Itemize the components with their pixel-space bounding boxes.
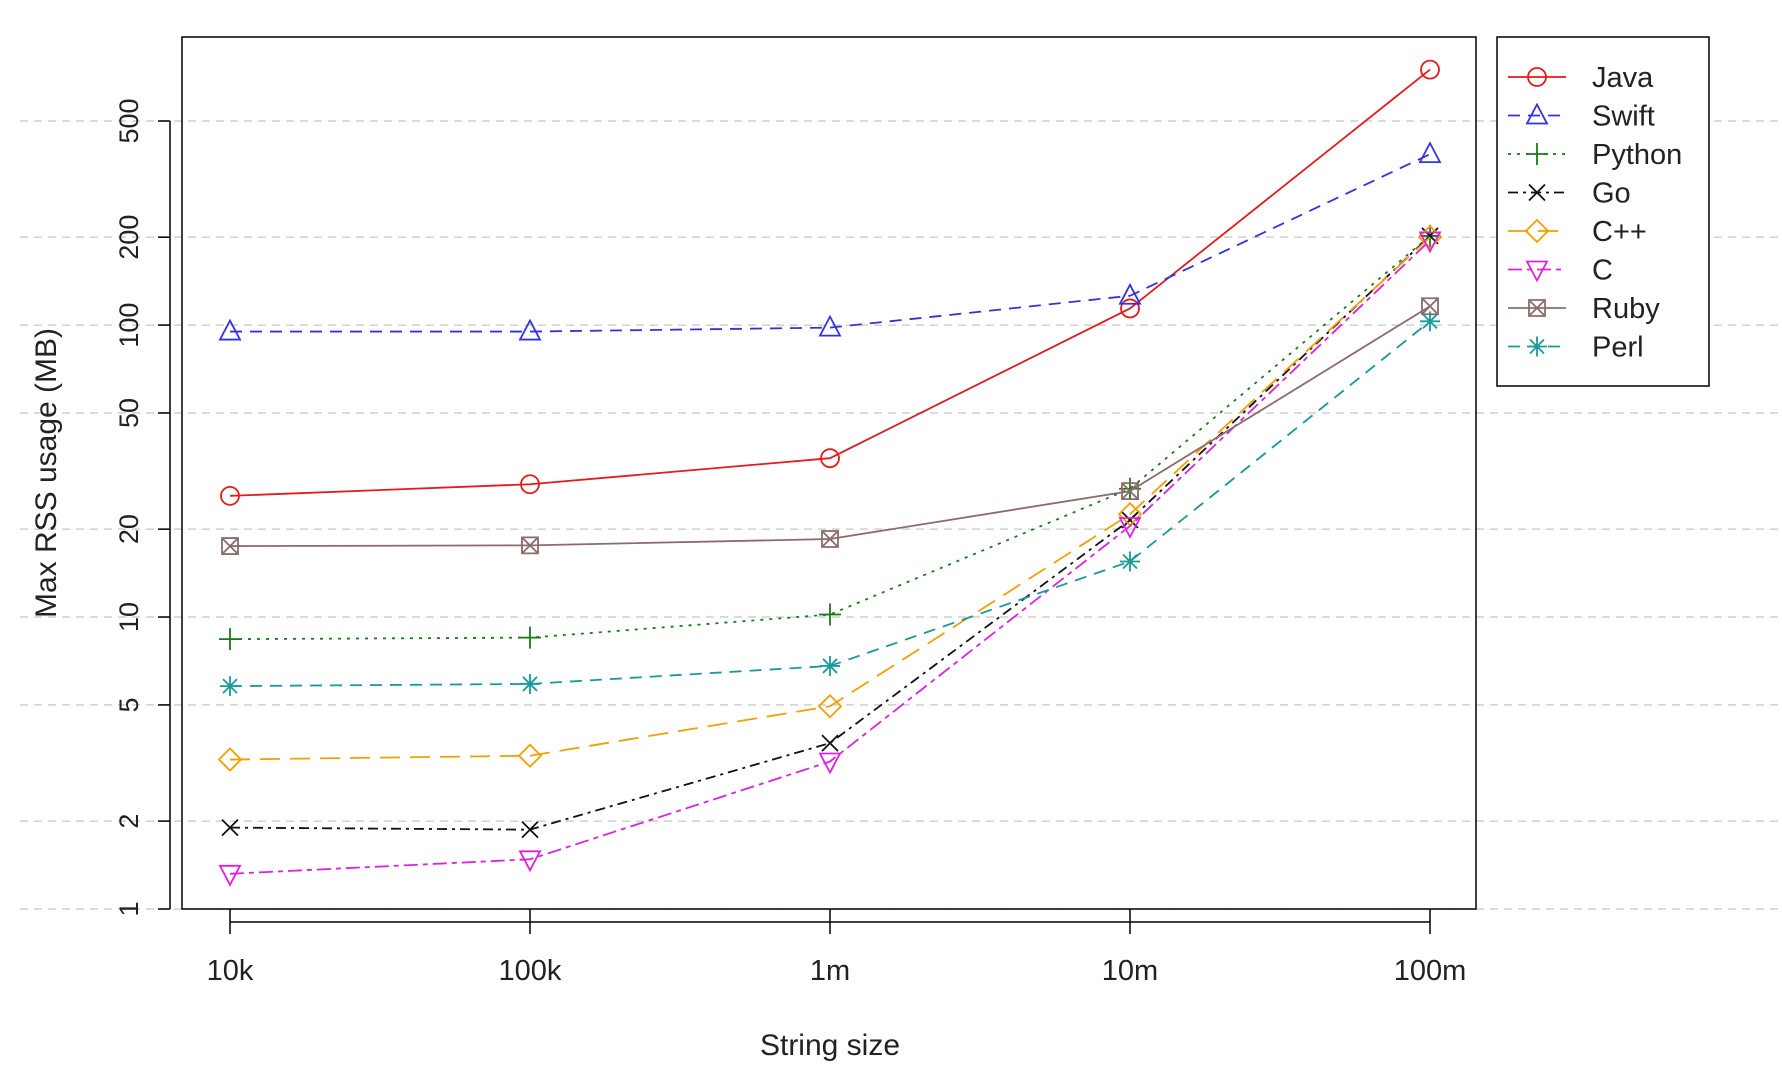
- legend-label: Perl: [1592, 332, 1644, 364]
- legend-item-ruby: Ruby: [1508, 293, 1660, 325]
- data-point-c: [1418, 231, 1442, 254]
- series-line-java: [229, 68, 1431, 497]
- x-tick-label: 100k: [499, 955, 562, 987]
- legend-box: [1496, 36, 1710, 387]
- y-tick-label: 200: [114, 215, 144, 260]
- legend-item-swift: Swift: [1508, 101, 1655, 133]
- data-point-perl: [820, 655, 840, 676]
- y-tick-label: 50: [114, 398, 144, 428]
- legend-marker: [1524, 218, 1550, 244]
- x-tick-label: 10k: [207, 955, 254, 987]
- data-point-java: [1120, 298, 1140, 319]
- legend-label: Python: [1592, 139, 1682, 171]
- data-point-swift: [818, 314, 842, 337]
- series-line-swift: [230, 153, 1431, 333]
- data-point-python: [219, 628, 241, 651]
- legend-marker: [1527, 336, 1547, 357]
- series-python: [219, 224, 1441, 651]
- legend-label: C: [1592, 255, 1613, 287]
- legend-label: Go: [1592, 178, 1631, 210]
- y-tick-label: 500: [114, 98, 144, 143]
- data-point-swift: [1418, 141, 1442, 164]
- x-axis: 10k 100k 1m 10m 100m: [207, 909, 1467, 987]
- data-point-swift: [1118, 282, 1142, 305]
- data-point-go: [821, 734, 839, 752]
- data-point-python: [519, 626, 541, 649]
- legend-marker: [1525, 102, 1549, 125]
- series-line-go: [229, 235, 1431, 831]
- data-point-c: [218, 864, 242, 887]
- y-axis: 1 2 5 10 20 50 100 200 500: [114, 98, 171, 917]
- legend-item-go: Go: [1508, 178, 1631, 210]
- data-point-perl: [1420, 311, 1440, 332]
- data-point-go: [521, 820, 539, 839]
- data-point-swift: [218, 318, 242, 341]
- series-line-perl: [229, 320, 1431, 688]
- data-point-perl: [220, 676, 240, 697]
- data-point-ruby: [821, 530, 839, 548]
- legend-item-perl: Perl: [1508, 332, 1644, 364]
- data-point-cpp: [517, 743, 543, 768]
- series-go: [221, 227, 1439, 839]
- series-swift: [218, 141, 1442, 341]
- data-point-c: [1118, 517, 1142, 539]
- data-point-ruby: [221, 537, 239, 555]
- data-point-cpp: [217, 747, 243, 772]
- legend-item-python: Python: [1508, 139, 1682, 171]
- legend-label: Ruby: [1592, 293, 1660, 325]
- y-tick-label: 5: [114, 697, 144, 712]
- x-axis-label: String size: [760, 1029, 900, 1062]
- legend: Java Swift Python Go C++ C Ruby Perl: [1496, 36, 1710, 387]
- data-point-ruby: [1421, 297, 1439, 316]
- data-point-c: [518, 850, 542, 873]
- series-ruby: [221, 297, 1439, 555]
- series-line-ruby: [229, 305, 1431, 547]
- x-tick-label: 1m: [810, 955, 850, 987]
- legend-marker: [1528, 183, 1546, 202]
- series-line-python: [229, 235, 1431, 641]
- data-point-ruby: [521, 536, 539, 555]
- data-point-python: [819, 603, 841, 626]
- data-point-swift: [518, 318, 542, 341]
- legend-item-c: C: [1508, 255, 1613, 287]
- data-point-c: [818, 752, 842, 775]
- legend-marker: [1528, 299, 1546, 317]
- data-point-cpp: [817, 693, 843, 719]
- data-point-go: [221, 818, 239, 837]
- y-tick-label: 10: [114, 602, 144, 632]
- legend-item-java: Java: [1508, 62, 1654, 94]
- series-c: [218, 231, 1442, 887]
- data-point-java: [220, 485, 240, 506]
- y-tick-label: 20: [114, 514, 144, 544]
- plot-frame: [181, 36, 1477, 910]
- data-point-java: [1420, 59, 1440, 80]
- y-tick-label: 1: [114, 901, 144, 916]
- series-java: [220, 59, 1440, 506]
- data-point-perl: [520, 673, 540, 694]
- series-cpp: [217, 224, 1443, 772]
- series-line-c: [229, 239, 1431, 875]
- data-point-java: [820, 448, 840, 469]
- legend-label: Swift: [1592, 101, 1655, 133]
- data-point-java: [520, 474, 540, 495]
- x-tick-label: 100m: [1394, 955, 1467, 987]
- series-perl: [220, 311, 1440, 697]
- legend-marker: [1526, 143, 1548, 165]
- y-tick-label: 100: [114, 303, 144, 348]
- legend-label: Java: [1592, 62, 1654, 94]
- legend-item-cpp: C++: [1508, 216, 1647, 248]
- y-axis-label: Max RSS usage (MB): [30, 328, 63, 618]
- series-layer: [217, 59, 1443, 887]
- data-point-ruby: [1121, 482, 1139, 500]
- y-tick-label: 2: [114, 814, 144, 829]
- data-point-perl: [1120, 551, 1140, 572]
- legend-marker: [1525, 260, 1549, 283]
- data-point-cpp: [1417, 224, 1443, 250]
- legend-marker: [1527, 67, 1547, 87]
- legend-label: C++: [1592, 216, 1647, 248]
- x-tick-label: 10m: [1102, 955, 1158, 987]
- series-line-cpp: [229, 236, 1431, 761]
